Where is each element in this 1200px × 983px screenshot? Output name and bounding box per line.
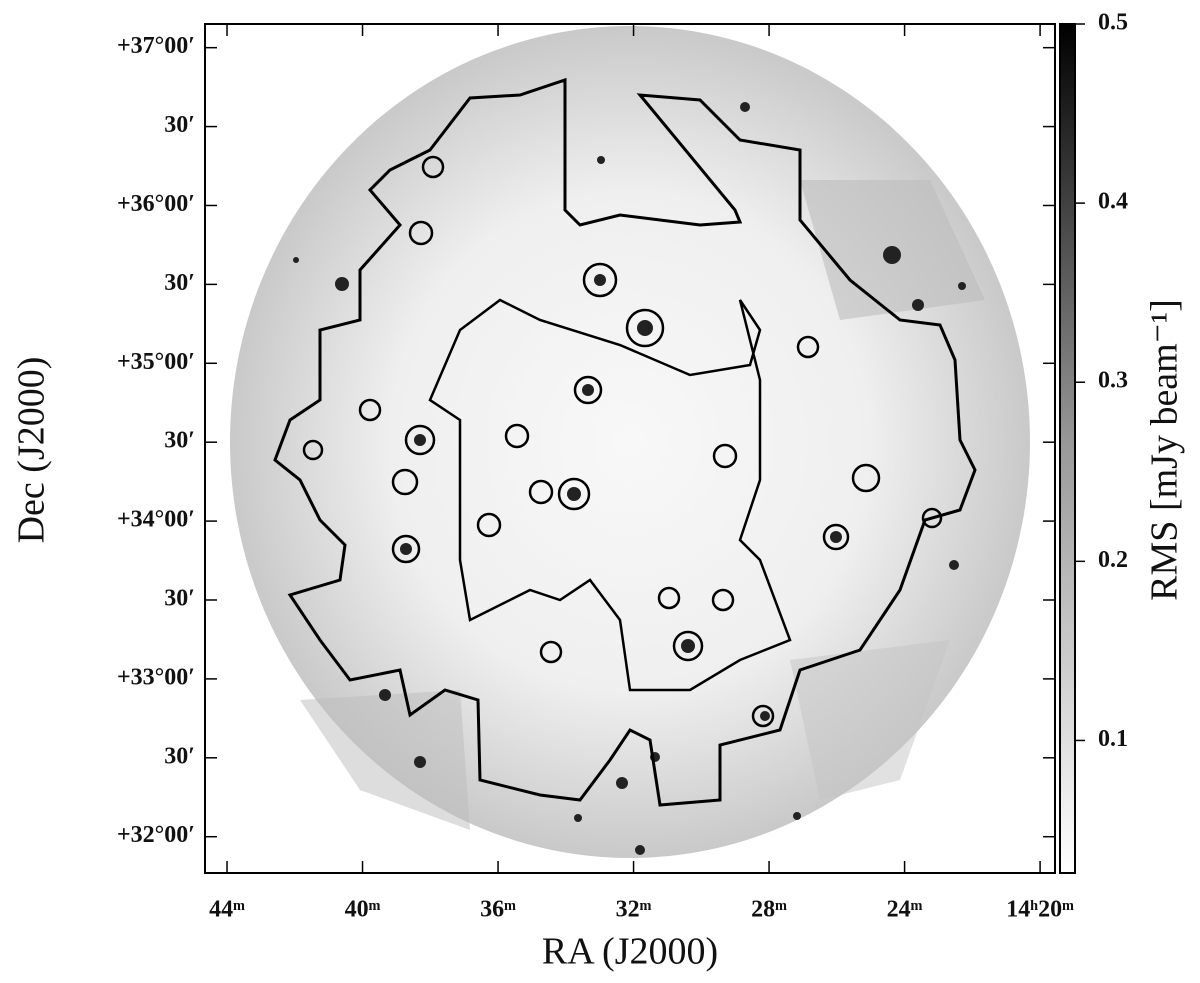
map-wedge [300,690,470,830]
colorbar-tick-label: 0.1 [1098,726,1128,752]
colorbar-tick-label: 0.5 [1098,10,1128,36]
x-tick-label: 14ʰ20ᵐ [1006,897,1074,923]
contour [273,77,977,807]
x-tick-label: 36ᵐ [480,897,516,923]
map-wedge [790,640,950,800]
sources [293,102,966,855]
source-contours [302,155,943,728]
colorbar-tick-label: 0.3 [1098,368,1128,394]
x-axis-title: RA (J2000) [542,931,718,973]
x-tick-label: 44ᵐ [209,897,245,923]
y-tick-label: +32°00′ [117,822,195,848]
y-tick-label: +33°00′ [117,664,195,690]
y-axis-title: Dec (J2000) [11,357,53,544]
y-tick-label: +37°00′ [117,33,195,59]
colorbar-title: RMS [mJy beam⁻¹] [1144,299,1186,601]
x-tick-label: 40ᵐ [345,897,381,923]
rms-map [230,26,1030,858]
colorbar-tick-label: 0.2 [1098,547,1128,573]
x-tick-label: 32ᵐ [616,897,652,923]
y-tick-label: 30′ [164,743,195,769]
colorbar [1059,23,1076,874]
y-tick-label: 30′ [164,270,195,296]
contour [428,298,792,692]
y-tick-label: +34°00′ [117,507,195,533]
colorbar-tick-label: 0.4 [1098,189,1128,215]
x-tick-label: 24ᵐ [887,897,923,923]
y-tick-label: 30′ [164,428,195,454]
y-tick-label: 30′ [164,112,195,138]
y-tick-label: +36°00′ [117,191,195,217]
x-tick-label: 28ᵐ [751,897,787,923]
y-tick-label: +35°00′ [117,349,195,375]
y-tick-label: 30′ [164,585,195,611]
plot-frame [204,23,1056,874]
